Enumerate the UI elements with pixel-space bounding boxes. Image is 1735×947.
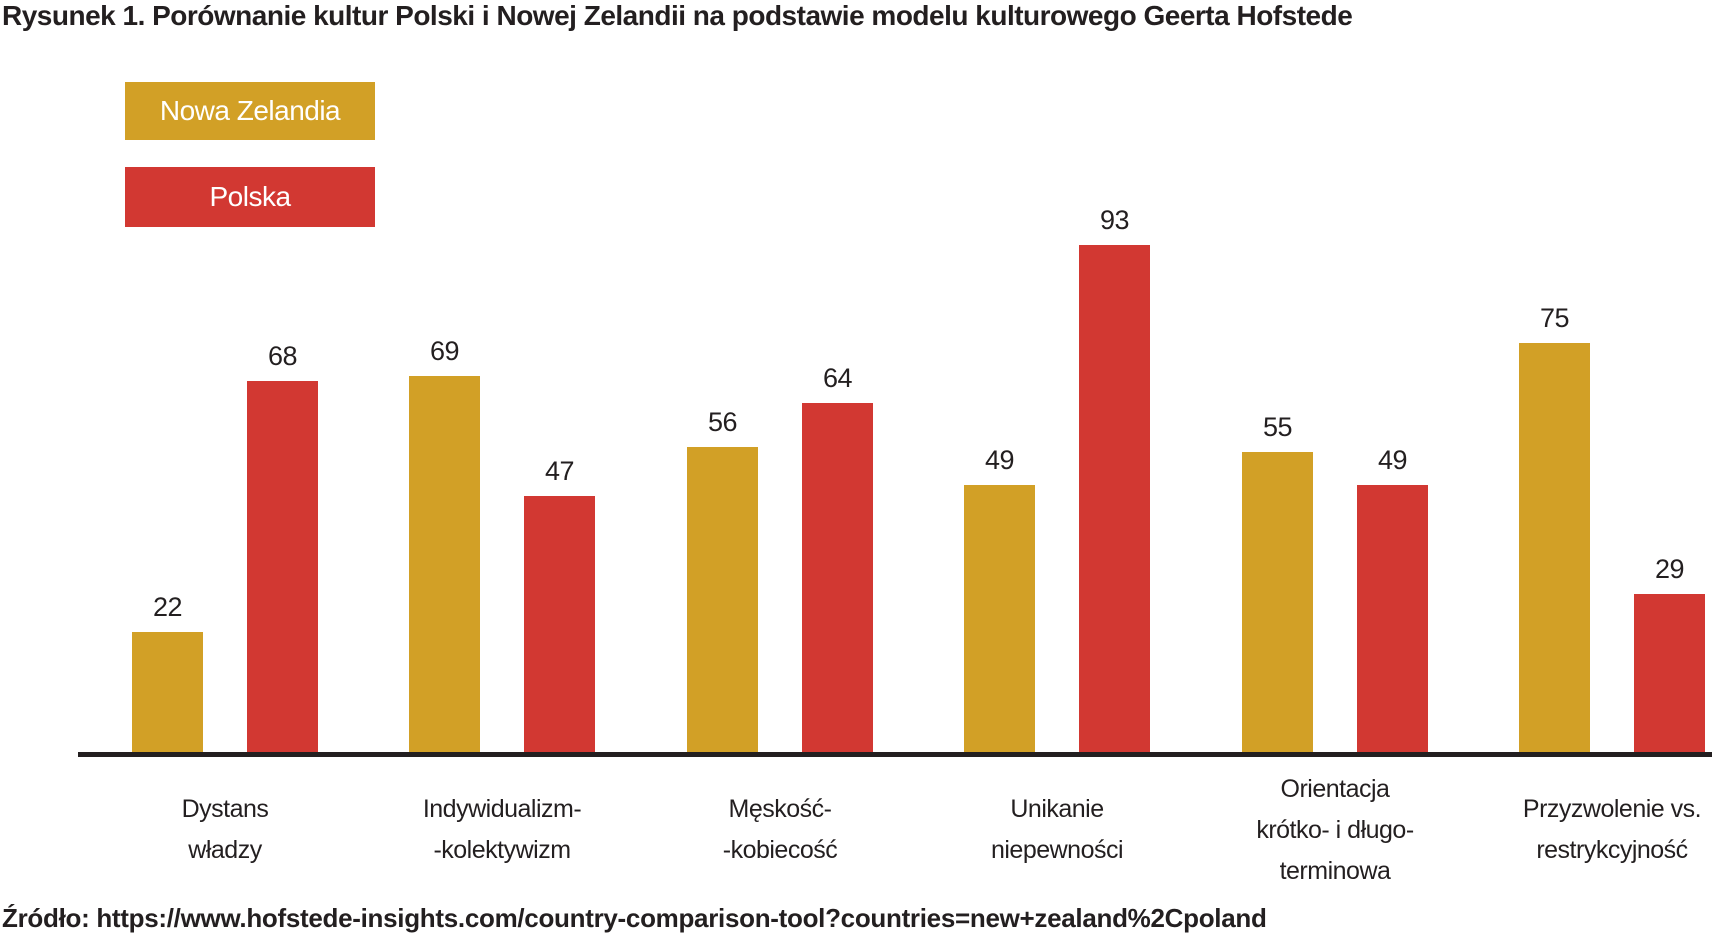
value-label-nowa-zelandia-meskosc-kobiecosc: 56 xyxy=(707,407,738,437)
value-label-polska-orientacja-krotko-i-dlugoterminowa: 49 xyxy=(1377,445,1408,475)
value-label-polska-przyzwolenie-vs-restrykcyjnosc: 29 xyxy=(1654,554,1685,584)
bar-nowa-zelandia-dystans-wladzy: 22 xyxy=(132,592,203,752)
bar-polska-unikanie-niepewnosci: 93 xyxy=(1079,205,1150,752)
legend-label-polska: Polska xyxy=(209,181,291,212)
value-label-polska-dystans-wladzy: 68 xyxy=(267,341,298,371)
category-label-line: terminowa xyxy=(1279,856,1391,885)
value-label-nowa-zelandia-unikanie-niepewnosci: 49 xyxy=(984,445,1015,475)
category-label-unikanie-niepewnosci: Unikanie niepewności xyxy=(897,762,1217,898)
value-label-nowa-zelandia-dystans-wladzy: 22 xyxy=(152,592,183,622)
bar-polska-orientacja-krotko-i-dlugoterminowa: 49 xyxy=(1357,445,1428,752)
x-axis-line xyxy=(78,752,1712,757)
category-label-line: -kolektywizm xyxy=(433,836,571,864)
legend-item-nowa-zelandia: Nowa Zelandia xyxy=(125,82,375,140)
category-label-dystans-wladzy: Dystans władzy xyxy=(65,762,385,898)
bar-nowa-zelandia-orientacja-krotko-i-dlugoterminowa: 55 xyxy=(1242,412,1313,752)
bar-nowa-zelandia-indywidualizm-kolektywizm: 69 xyxy=(409,336,480,752)
category-label-line: Męskość- xyxy=(728,795,832,823)
category-label-meskosc-kobiecosc: Męskość- -kobiecość xyxy=(620,762,940,898)
bar-polska-meskosc-kobiecosc: 64 xyxy=(802,363,873,752)
category-label-indywidualizm-kolektywizm: Indywidualizm- -kolektywizm xyxy=(342,762,662,898)
value-label-polska-indywidualizm-kolektywizm: 47 xyxy=(544,456,575,486)
bar-polska-przyzwolenie-vs-restrykcyjnosc: 29 xyxy=(1634,554,1705,752)
value-label-nowa-zelandia-indywidualizm-kolektywizm: 69 xyxy=(429,336,460,366)
bar-nowa-zelandia-przyzwolenie-vs-restrykcyjnosc: 75 xyxy=(1519,303,1590,752)
category-label-line: Przyzwolenie vs. xyxy=(1522,795,1702,823)
category-label-line: -kobiecość xyxy=(722,836,838,864)
figure-title: Rysunek 1. Porównanie kultur Polski i No… xyxy=(2,0,1353,31)
category-label-line: Dystans xyxy=(181,795,269,823)
category-labels: Dystans władzy Indywidualizm- -kolektywizm M… xyxy=(0,762,1735,898)
category-label-line: restrykcyjność xyxy=(1536,836,1688,864)
category-label-line: Indywidualizm- xyxy=(422,795,582,823)
legend-item-polska: Polska xyxy=(125,167,375,227)
category-label-przyzwolenie-vs-restrykcyjnosc: Przyzwolenie vs. restrykcyjność xyxy=(1452,762,1735,898)
source-caption: Źródło: https://www.hofstede-insights.co… xyxy=(2,903,1267,933)
category-label-line: niepewności xyxy=(990,836,1124,864)
plot-area: 22 68 69 47 56 64 49 93 55 49 75 29 xyxy=(132,205,1705,752)
value-label-nowa-zelandia-orientacja-krotko-i-dlugoterminowa: 55 xyxy=(1262,412,1293,442)
bar-nowa-zelandia-meskosc-kobiecosc: 56 xyxy=(687,407,758,752)
bar-polska-dystans-wladzy: 68 xyxy=(247,341,318,752)
category-label-line: Orientacja xyxy=(1280,774,1390,803)
bar-polska-indywidualizm-kolektywizm: 47 xyxy=(524,456,595,752)
category-label-line: krótko- i długo- xyxy=(1256,815,1414,844)
category-label-line: Unikanie xyxy=(1010,795,1104,823)
value-label-nowa-zelandia-przyzwolenie-vs-restrykcyjnosc: 75 xyxy=(1539,303,1570,333)
legend-label-nowa-zelandia: Nowa Zelandia xyxy=(159,95,341,126)
category-label-line: władzy xyxy=(188,836,262,864)
bar-nowa-zelandia-unikanie-niepewnosci: 49 xyxy=(964,445,1035,752)
category-label-orientacja-krotko-i-dlugoterminowa: Orientacja krótko- i długo-terminowa xyxy=(1175,762,1495,898)
legend: Nowa Zelandia Polska xyxy=(125,82,375,227)
value-label-polska-unikanie-niepewnosci: 93 xyxy=(1099,205,1130,235)
value-label-polska-meskosc-kobiecosc: 64 xyxy=(822,363,853,393)
